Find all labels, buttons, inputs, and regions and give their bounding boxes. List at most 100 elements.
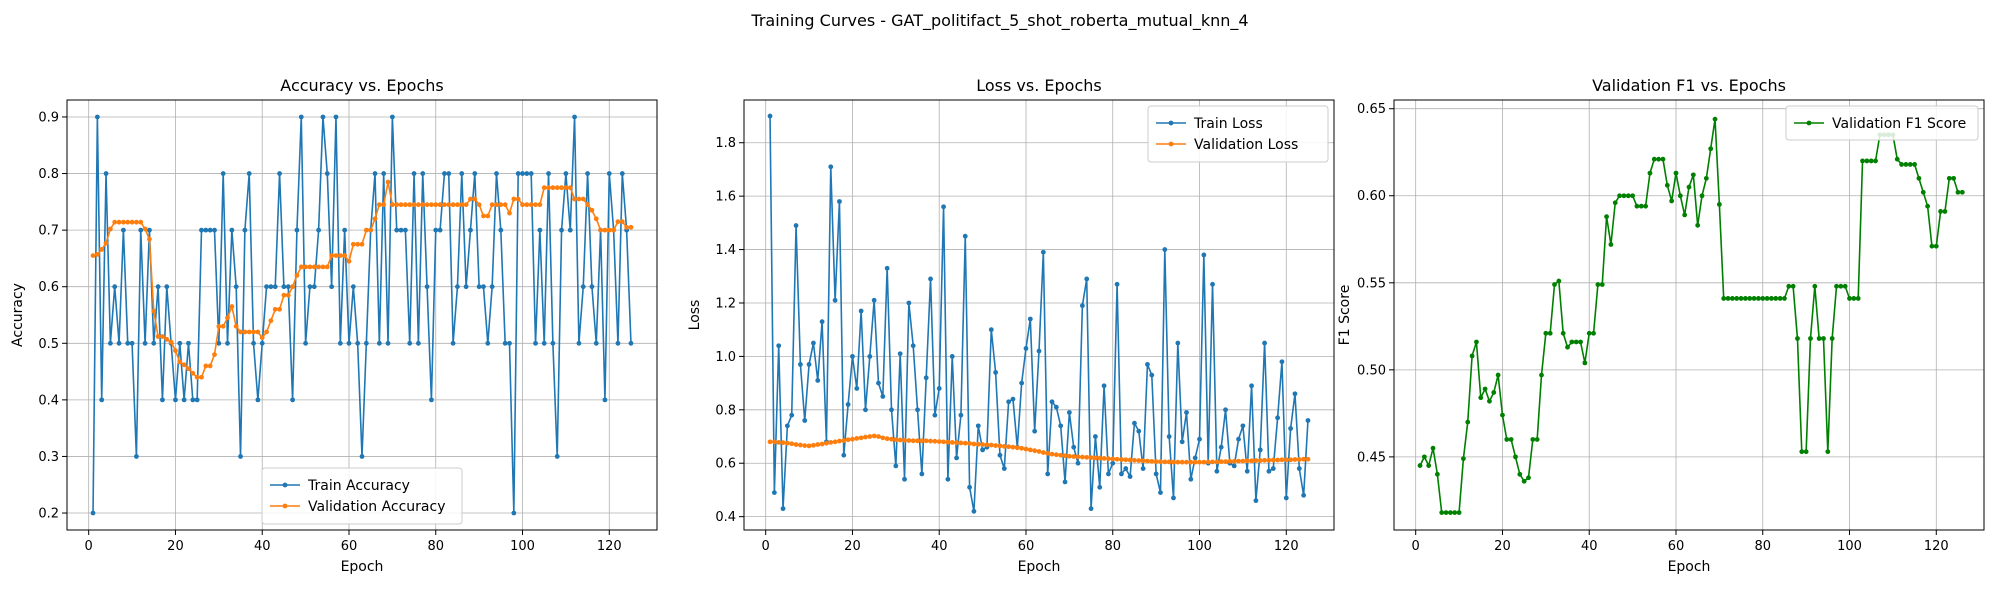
data-point xyxy=(1188,459,1194,465)
data-point xyxy=(546,171,551,176)
data-point xyxy=(372,171,378,176)
x-axis-label: Epoch xyxy=(1018,559,1061,575)
data-point xyxy=(376,202,382,208)
data-point xyxy=(394,227,400,233)
data-point xyxy=(177,340,183,346)
data-point xyxy=(363,227,369,233)
data-point xyxy=(1504,437,1510,442)
data-point xyxy=(567,227,573,233)
legend-box xyxy=(1785,105,1979,141)
data-point xyxy=(329,284,335,290)
data-point xyxy=(945,439,951,445)
data-point xyxy=(1192,455,1198,461)
data-point xyxy=(1101,456,1107,461)
data-point xyxy=(1270,457,1276,463)
plot-frame xyxy=(66,99,658,531)
data-point xyxy=(619,219,625,225)
data-point xyxy=(281,284,287,290)
data-point xyxy=(767,113,773,119)
data-point xyxy=(1474,339,1479,345)
data-point xyxy=(1842,283,1848,289)
data-point xyxy=(984,442,990,448)
data-point xyxy=(845,402,851,407)
data-point xyxy=(993,370,999,375)
legend-label: Validation Accuracy xyxy=(308,499,446,515)
data-point xyxy=(120,227,126,233)
data-point xyxy=(780,440,786,446)
chart-title: Validation F1 vs. Epochs xyxy=(1592,76,1786,95)
data-point xyxy=(1812,283,1818,289)
data-point xyxy=(342,227,348,233)
data-point xyxy=(1066,410,1072,415)
data-point xyxy=(1249,458,1254,464)
data-point xyxy=(910,343,916,349)
x-tick-label: 60 xyxy=(1018,539,1035,554)
data-point xyxy=(1552,282,1557,287)
data-point xyxy=(932,412,938,418)
data-point xyxy=(199,374,204,380)
data-point xyxy=(845,437,851,443)
data-point xyxy=(802,443,808,449)
data-point xyxy=(1777,296,1783,301)
data-point xyxy=(437,227,443,233)
data-point xyxy=(1136,458,1142,463)
data-point xyxy=(1158,459,1163,465)
data-point xyxy=(967,441,972,446)
data-point xyxy=(1210,459,1215,465)
data-point xyxy=(307,264,313,270)
y-tick-label: 0.4 xyxy=(38,393,59,408)
data-point xyxy=(294,272,300,278)
data-point xyxy=(1192,459,1198,465)
data-point xyxy=(537,227,543,233)
data-point xyxy=(1621,193,1627,199)
y-axis-label: F1 Score xyxy=(1337,285,1353,346)
data-point xyxy=(494,171,499,176)
data-point xyxy=(541,185,547,191)
data-point xyxy=(268,284,274,290)
data-point xyxy=(533,340,538,346)
data-point xyxy=(225,340,230,346)
data-point xyxy=(363,340,369,346)
data-point xyxy=(455,284,460,290)
data-point xyxy=(515,171,521,176)
data-point xyxy=(928,438,933,444)
data-point xyxy=(797,362,803,367)
data-point xyxy=(1045,450,1051,456)
data-point xyxy=(251,329,256,335)
data-point xyxy=(429,397,434,403)
data-point xyxy=(1162,459,1168,465)
data-point xyxy=(1821,336,1826,341)
data-point xyxy=(793,223,799,228)
y-tick-label: 0.2 xyxy=(38,507,59,522)
data-point xyxy=(941,204,946,210)
y-tick-label: 1.6 xyxy=(715,190,736,205)
data-point xyxy=(468,196,473,202)
data-point xyxy=(1721,296,1727,301)
data-point xyxy=(372,216,378,222)
data-point xyxy=(1855,296,1861,301)
data-point xyxy=(1119,471,1124,477)
data-point xyxy=(1027,316,1033,322)
data-point xyxy=(1608,242,1614,247)
data-point xyxy=(420,202,426,208)
data-point xyxy=(164,284,170,290)
x-tick-label: 120 xyxy=(597,539,622,554)
data-point xyxy=(1690,172,1696,178)
data-point xyxy=(1660,156,1666,162)
data-point xyxy=(593,216,599,222)
data-point xyxy=(1166,459,1172,465)
data-point xyxy=(554,185,560,191)
data-point xyxy=(1223,407,1228,413)
data-point xyxy=(580,196,586,202)
x-tick-label: 60 xyxy=(341,539,358,554)
data-point xyxy=(919,471,925,477)
y-tick-label: 0.4 xyxy=(715,510,736,525)
data-point xyxy=(138,227,144,233)
data-point xyxy=(524,171,530,176)
data-point xyxy=(1508,437,1514,442)
x-axis-label: Epoch xyxy=(341,559,384,575)
data-point xyxy=(771,439,777,445)
data-point xyxy=(1782,296,1787,301)
chart-panel-3: 0 20 40 60 80 100 120 0.45 0.50 0.55 0.60 0.65 Valid… xyxy=(1337,76,1985,575)
data-point xyxy=(107,226,113,232)
